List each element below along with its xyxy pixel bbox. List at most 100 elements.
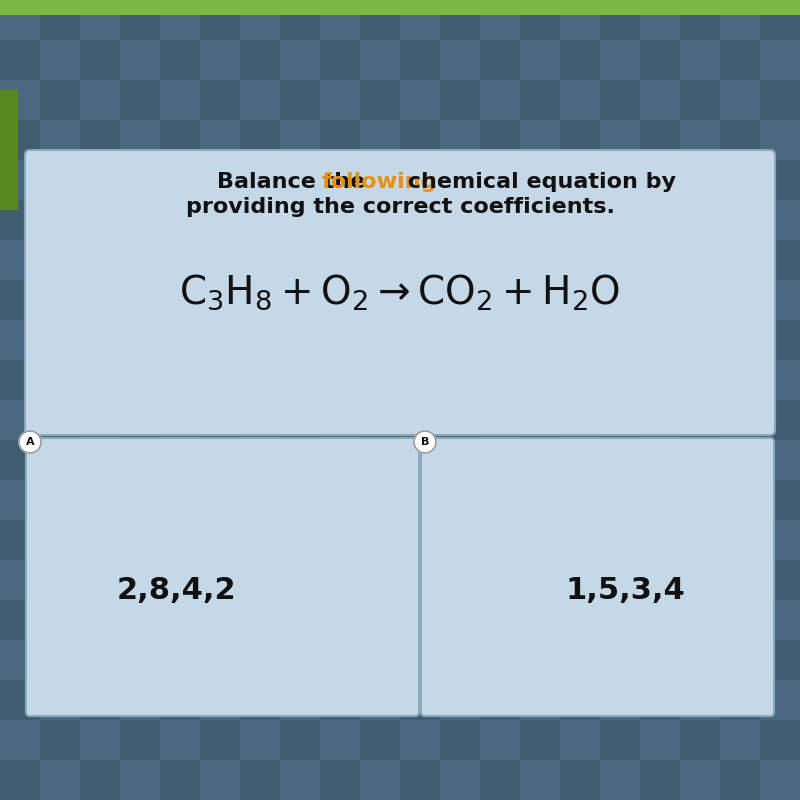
Bar: [360, 240, 400, 280]
Text: $\mathrm{C_3H_8 + O_2 \rightarrow CO_2 + H_2O}$: $\mathrm{C_3H_8 + O_2 \rightarrow CO_2 +…: [179, 272, 621, 312]
Bar: [680, 320, 720, 360]
Bar: [680, 240, 720, 280]
Text: 1,5,3,4: 1,5,3,4: [566, 576, 685, 605]
Bar: [520, 80, 560, 120]
Bar: [600, 560, 640, 600]
Bar: [640, 120, 680, 160]
Bar: [80, 120, 120, 160]
Bar: [320, 760, 360, 800]
Bar: [720, 280, 760, 320]
Bar: [240, 600, 280, 640]
Bar: [240, 200, 280, 240]
Bar: [200, 320, 240, 360]
Bar: [280, 240, 320, 280]
Bar: [0, 40, 40, 80]
Bar: [80, 360, 120, 400]
Bar: [200, 720, 240, 760]
Bar: [0, 440, 40, 480]
Bar: [80, 440, 120, 480]
Bar: [40, 240, 80, 280]
Bar: [760, 560, 800, 600]
Circle shape: [414, 431, 436, 453]
Bar: [680, 480, 720, 520]
Bar: [640, 440, 680, 480]
Bar: [120, 240, 160, 280]
Bar: [0, 600, 40, 640]
Bar: [360, 560, 400, 600]
Bar: [200, 400, 240, 440]
Bar: [440, 720, 480, 760]
Bar: [40, 560, 80, 600]
Bar: [200, 80, 240, 120]
Text: providing the correct coefficients.: providing the correct coefficients.: [186, 197, 614, 217]
Bar: [360, 320, 400, 360]
Bar: [440, 160, 480, 200]
Bar: [400, 680, 440, 720]
Bar: [480, 40, 520, 80]
Bar: [360, 480, 400, 520]
Bar: [480, 200, 520, 240]
Bar: [200, 640, 240, 680]
Bar: [120, 480, 160, 520]
Bar: [0, 200, 40, 240]
Bar: [240, 40, 280, 80]
Bar: [280, 560, 320, 600]
Bar: [640, 360, 680, 400]
Bar: [80, 520, 120, 560]
Bar: [40, 0, 80, 40]
Bar: [640, 520, 680, 560]
Bar: [760, 160, 800, 200]
Bar: [320, 600, 360, 640]
Bar: [600, 720, 640, 760]
Bar: [520, 0, 560, 40]
Bar: [480, 520, 520, 560]
Bar: [600, 240, 640, 280]
Bar: [120, 320, 160, 360]
Bar: [80, 40, 120, 80]
Bar: [560, 360, 600, 400]
Bar: [440, 240, 480, 280]
Bar: [160, 200, 200, 240]
Bar: [0, 90, 18, 210]
Bar: [400, 600, 440, 640]
Bar: [120, 0, 160, 40]
Bar: [280, 480, 320, 520]
Text: Balance the: Balance the: [218, 172, 374, 192]
Bar: [720, 360, 760, 400]
Bar: [400, 760, 440, 800]
Bar: [560, 760, 600, 800]
Bar: [160, 440, 200, 480]
Bar: [440, 400, 480, 440]
Bar: [320, 680, 360, 720]
Bar: [360, 160, 400, 200]
Bar: [320, 520, 360, 560]
Bar: [680, 400, 720, 440]
Bar: [400, 40, 440, 80]
Bar: [560, 40, 600, 80]
Bar: [200, 560, 240, 600]
Bar: [240, 760, 280, 800]
Bar: [480, 600, 520, 640]
Bar: [560, 520, 600, 560]
Bar: [160, 680, 200, 720]
Bar: [40, 320, 80, 360]
Bar: [200, 160, 240, 200]
Bar: [760, 240, 800, 280]
Bar: [480, 760, 520, 800]
Bar: [680, 80, 720, 120]
Bar: [440, 560, 480, 600]
Bar: [280, 400, 320, 440]
Bar: [160, 120, 200, 160]
Bar: [360, 640, 400, 680]
Bar: [440, 320, 480, 360]
Bar: [440, 640, 480, 680]
Bar: [120, 400, 160, 440]
Bar: [640, 600, 680, 640]
Bar: [160, 520, 200, 560]
Bar: [80, 760, 120, 800]
Bar: [760, 0, 800, 40]
Bar: [720, 600, 760, 640]
Bar: [80, 680, 120, 720]
Bar: [360, 720, 400, 760]
Bar: [0, 120, 40, 160]
